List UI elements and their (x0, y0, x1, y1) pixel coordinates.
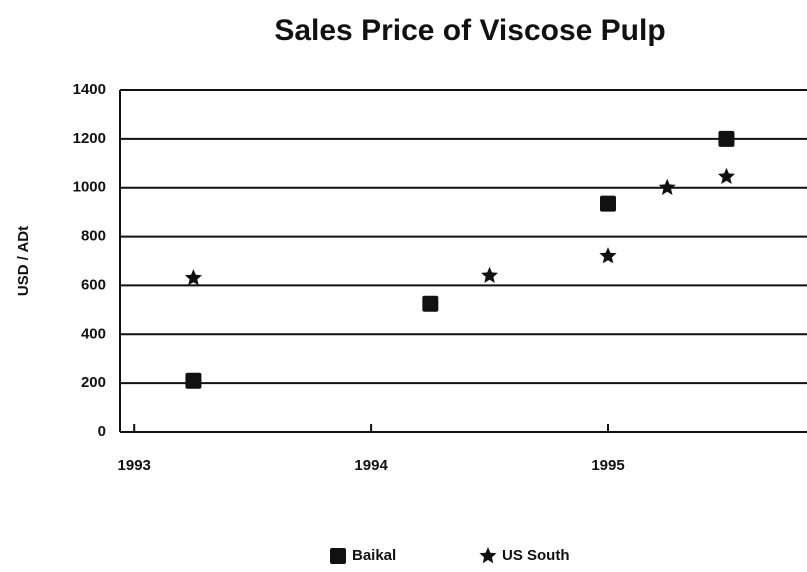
y-tick-label: 200 (81, 374, 106, 391)
point (422, 295, 439, 312)
y-tick-label: 1400 (73, 81, 106, 98)
point (717, 167, 735, 184)
x-tick-label: 1993 (118, 457, 151, 474)
point (481, 266, 499, 283)
point (184, 269, 202, 286)
y-tick-label: 1000 (73, 179, 106, 196)
y-tick-label: 0 (98, 423, 106, 440)
point (599, 247, 617, 264)
y-tick-label: 400 (81, 325, 106, 342)
x-tick-label: 1995 (591, 457, 624, 474)
chart-title: Sales Price of Viscose Pulp (274, 14, 665, 47)
legend-marker (330, 548, 346, 564)
y-axis-label: USD / ADt (15, 226, 32, 296)
legend-label: Baikal (352, 547, 396, 564)
point (185, 372, 202, 389)
y-tick-label: 600 (81, 276, 106, 293)
point (600, 195, 617, 212)
x-tick-label: 1994 (354, 457, 388, 474)
y-tick-label: 1200 (73, 130, 106, 147)
y-tick-label: 800 (81, 228, 106, 245)
legend-label: US South (502, 547, 570, 564)
point (718, 130, 735, 147)
point (658, 178, 676, 195)
legend-marker (479, 547, 497, 564)
